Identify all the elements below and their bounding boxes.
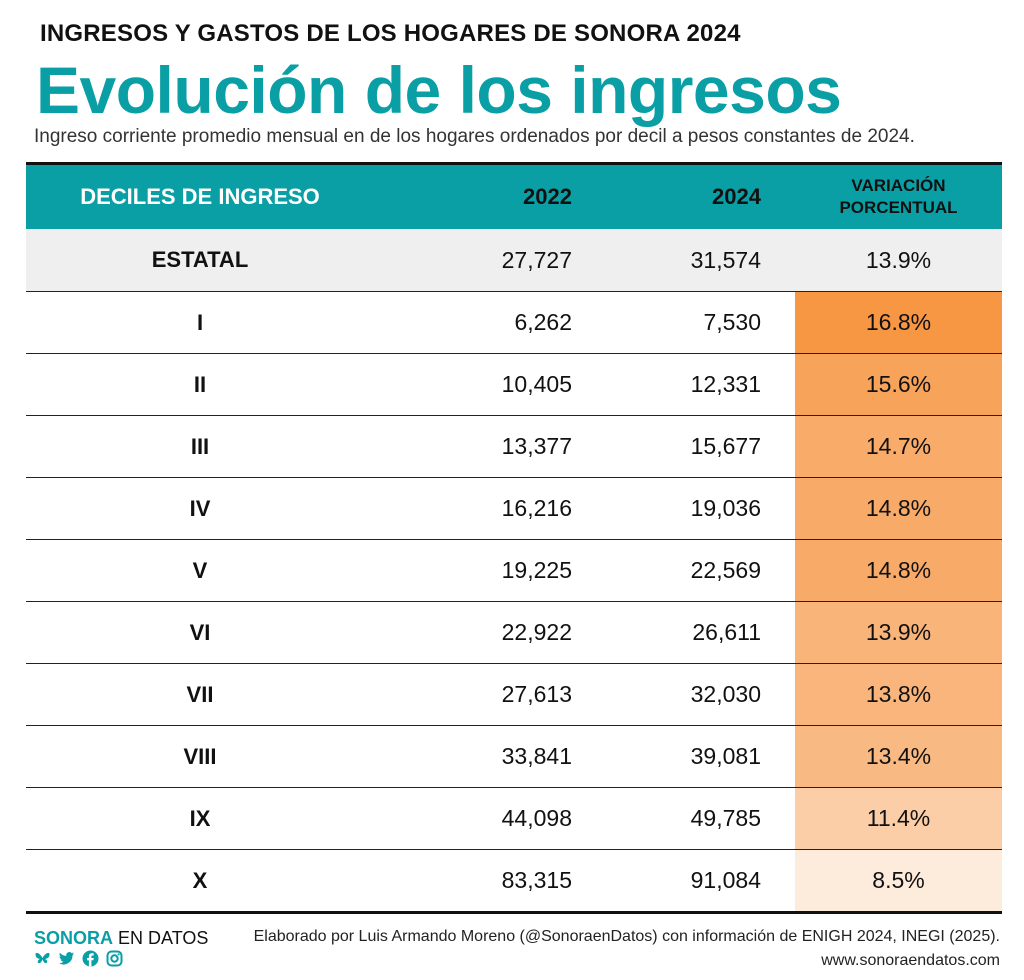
value-2022: 33,841 — [501, 743, 572, 769]
credit-text: Elaborado por Luis Armando Moreno (@Sono… — [253, 928, 1000, 945]
header-2024: 2024 — [712, 184, 761, 209]
instagram-icon[interactable] — [106, 950, 123, 967]
value-2024: 26,611 — [692, 619, 761, 645]
value-2022: 27,613 — [501, 681, 572, 707]
value-2024: 19,036 — [690, 495, 761, 521]
subtitle: Ingreso corriente promedio mensual en de… — [34, 126, 915, 147]
table-row: II 10,405 12,331 15.6% — [26, 353, 1002, 415]
value-2022: 44,098 — [501, 805, 572, 831]
variation-cell: 14.7% — [795, 416, 1002, 477]
row-label: I — [196, 309, 204, 335]
table-row: VII 27,613 32,030 13.8% — [26, 663, 1002, 725]
value-2022: 27,727 — [501, 246, 572, 273]
twitter-icon[interactable] — [58, 950, 75, 967]
header-variation-line1: VARIACIÓN — [851, 176, 946, 195]
row-label: VII — [186, 681, 214, 707]
value-2024: 31,574 — [690, 246, 761, 273]
header-variation-line2: PORCENTUAL — [839, 198, 958, 217]
row-label: III — [190, 433, 210, 459]
kicker-title: INGRESOS Y GASTOS DE LOS HOGARES DE SONO… — [40, 20, 741, 47]
table-row: IX 44,098 49,785 11.4% — [26, 787, 1002, 849]
header-2022: 2022 — [523, 184, 572, 209]
butterfly-icon[interactable] — [34, 950, 51, 967]
value-2022: 13,377 — [501, 433, 572, 459]
table-row: VI 22,922 26,611 13.9% — [26, 601, 1002, 663]
brand-logo: SONORA EN DATOS — [34, 928, 208, 949]
table-row-estatal: ESTATAL 27,727 31,574 13.9% — [26, 229, 1002, 291]
value-2022: 22,922 — [501, 619, 572, 645]
value-2022: 83,315 — [501, 867, 572, 893]
table-header: DECILES DE INGRESO 2022 2024 VARIACIÓN P… — [26, 165, 1002, 229]
variation-cell: 11.4% — [795, 788, 1002, 849]
variation-cell: 14.8% — [795, 478, 1002, 539]
header-variation: VARIACIÓN PORCENTUAL — [795, 165, 1002, 229]
table-row: III 13,377 15,677 14.7% — [26, 415, 1002, 477]
table-row: I 6,262 7,530 16.8% — [26, 291, 1002, 353]
table-row: X 83,315 91,084 8.5% — [26, 849, 1002, 911]
row-label: VIII — [183, 743, 217, 769]
row-label: IX — [189, 805, 211, 831]
income-table: DECILES DE INGRESO 2022 2024 VARIACIÓN P… — [26, 162, 1002, 914]
social-icons — [34, 950, 123, 967]
brand-strong: SONORA — [34, 928, 114, 948]
value-2024: 39,081 — [690, 743, 761, 769]
value-2024: 15,677 — [690, 433, 761, 459]
variation-cell: 13.9% — [795, 602, 1002, 663]
table-row: IV 16,216 19,036 14.8% — [26, 477, 1002, 539]
row-label: IV — [189, 495, 211, 521]
variation-cell: 14.8% — [795, 540, 1002, 601]
value-2022: 6,262 — [514, 309, 572, 335]
page-title: Evolución de los ingresos — [36, 53, 842, 127]
brand-rest: EN DATOS — [113, 928, 209, 948]
facebook-icon[interactable] — [82, 950, 99, 967]
value-2022: 10,405 — [501, 371, 572, 397]
variation-cell: 13.8% — [795, 664, 1002, 725]
value-2024: 22,569 — [690, 557, 761, 583]
row-label: ESTATAL — [151, 247, 249, 272]
table-body: ESTATAL 27,727 31,574 13.9% I 6,262 7,530 16.8%… — [26, 229, 1002, 911]
row-label: VI — [189, 619, 211, 645]
value-2022: 16,216 — [501, 495, 572, 521]
value-2024: 12,331 — [690, 371, 761, 397]
variation-cell: 13.4% — [795, 726, 1002, 787]
table-row: VIII 33,841 39,081 13.4% — [26, 725, 1002, 787]
variation-cell: 15.6% — [795, 354, 1002, 415]
value-2024: 7,530 — [703, 309, 761, 335]
row-label: X — [192, 867, 208, 893]
variation-cell: 13.9% — [865, 246, 932, 273]
website-link[interactable]: www.sonoraendatos.com — [821, 952, 1000, 969]
table-row: V 19,225 22,569 14.8% — [26, 539, 1002, 601]
row-label: V — [192, 557, 208, 583]
row-label: II — [193, 371, 207, 397]
value-2024: 91,084 — [690, 867, 761, 893]
value-2022: 19,225 — [501, 557, 572, 583]
variation-cell: 8.5% — [795, 850, 1002, 911]
variation-cell: 16.8% — [795, 292, 1002, 353]
header-deciles: DECILES DE INGRESO — [80, 184, 320, 209]
value-2024: 49,785 — [690, 805, 761, 831]
value-2024: 32,030 — [690, 681, 761, 707]
